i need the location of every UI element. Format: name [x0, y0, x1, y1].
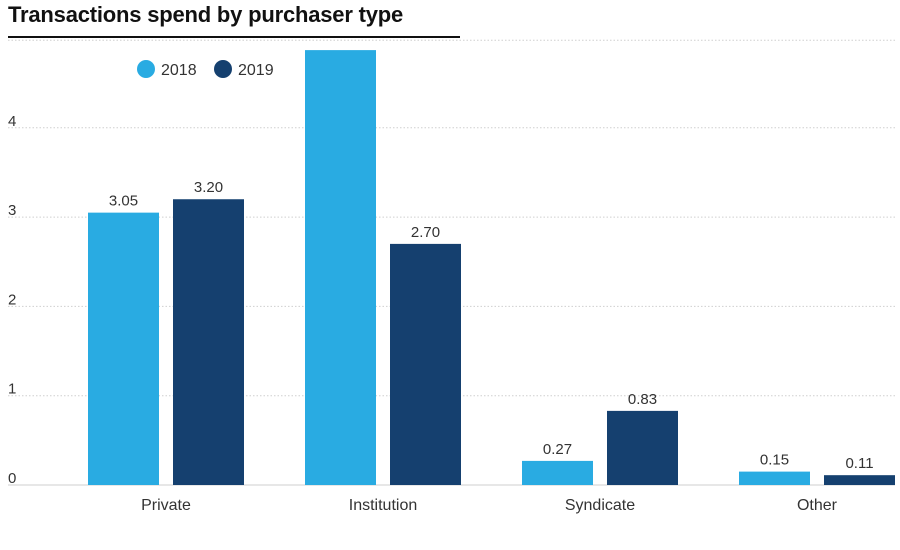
y-tick-label: 1: [8, 381, 16, 398]
data-label: 0.11: [845, 455, 873, 472]
data-label: 3.20: [194, 179, 223, 196]
data-labels: 3.05 3.20 2.70 0.27 0.83 0.15 0.11: [109, 179, 874, 472]
x-category-label: Private: [141, 497, 191, 514]
bar-syndicate-2019: [607, 410, 678, 485]
data-label: 3.05: [109, 193, 138, 210]
chart-title: Transactions spend by purchaser type: [8, 2, 404, 27]
bar-private-2019: [173, 199, 244, 486]
bars: [88, 50, 895, 486]
bar-private-2018: [88, 212, 159, 485]
legend-label: 2019: [238, 62, 274, 79]
x-category-label: Institution: [349, 497, 417, 514]
data-label: 2.70: [411, 224, 440, 241]
bar-syndicate-2018: [522, 460, 593, 485]
x-category-label: Other: [797, 497, 838, 514]
bar-other-2019: [824, 475, 895, 485]
title-underline: [8, 36, 460, 38]
bar-institution-2019: [390, 243, 461, 485]
x-axis-categories: Private Institution Syndicate Other: [141, 497, 838, 514]
y-tick-label: 3: [8, 202, 16, 219]
y-tick-label: 0: [8, 470, 16, 487]
legend-label: 2018: [161, 62, 197, 79]
y-tick-label: 2: [8, 291, 16, 308]
y-axis-ticks: 0 1 2 3 4: [8, 113, 16, 487]
y-tick-label: 4: [8, 113, 16, 130]
x-category-label: Syndicate: [565, 497, 635, 514]
bar-institution-2018: [305, 50, 376, 485]
data-label: 0.27: [543, 441, 572, 458]
data-label: 0.83: [628, 391, 657, 408]
data-label: 0.15: [760, 452, 789, 469]
bar-other-2018: [739, 471, 810, 485]
legend: 2018 2019: [137, 60, 274, 79]
legend-swatch-2018: [137, 60, 155, 78]
legend-swatch-2019: [214, 60, 232, 78]
